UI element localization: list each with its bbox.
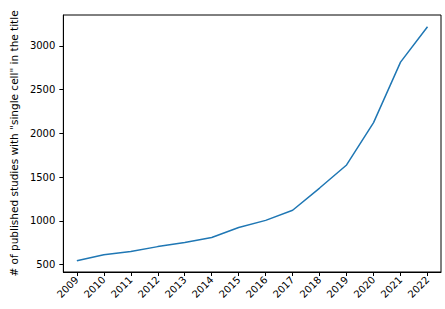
svg-text:2015: 2015 — [217, 274, 243, 300]
svg-text:2014: 2014 — [190, 274, 216, 300]
svg-text:2022: 2022 — [406, 274, 432, 300]
svg-text:2019: 2019 — [325, 274, 351, 300]
svg-text:3000: 3000 — [30, 40, 55, 51]
svg-text:500: 500 — [36, 259, 55, 270]
svg-text:2018: 2018 — [298, 274, 324, 300]
svg-text:2010: 2010 — [82, 274, 108, 300]
svg-text:1500: 1500 — [30, 172, 55, 183]
svg-text:2009: 2009 — [55, 274, 81, 300]
svg-text:2011: 2011 — [109, 274, 135, 300]
svg-text:1000: 1000 — [30, 215, 55, 226]
svg-text:2016: 2016 — [244, 274, 270, 300]
svg-text:# of published studies with "s: # of published studies with "single cell… — [8, 10, 20, 276]
svg-text:2020: 2020 — [352, 274, 378, 300]
svg-text:2500: 2500 — [30, 84, 55, 95]
svg-text:2012: 2012 — [136, 274, 162, 300]
svg-text:2013: 2013 — [163, 274, 189, 300]
svg-text:2000: 2000 — [30, 128, 55, 139]
svg-text:2017: 2017 — [271, 274, 297, 300]
svg-text:2021: 2021 — [379, 274, 405, 300]
